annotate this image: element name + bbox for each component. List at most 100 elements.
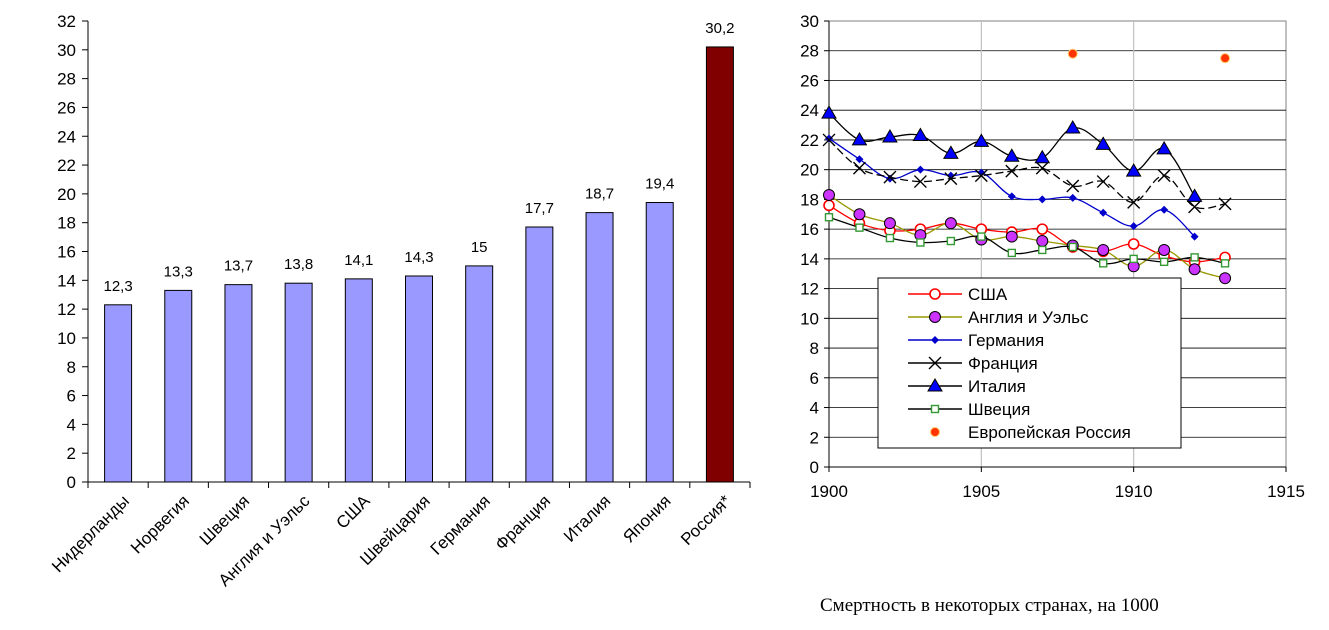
line-x-tick-label: 1910 [1115,482,1153,501]
bar [104,304,133,483]
point-marker [882,128,898,143]
legend-item: США [908,285,1008,304]
bar-data-label: 17,7 [525,200,554,217]
point-marker [1218,197,1232,211]
bar [585,212,614,483]
line-y-tick-label: 18 [800,190,819,209]
point-marker [852,161,866,175]
point-marker [913,175,927,189]
bar-category-label: США [332,491,374,533]
bar-y-tick-label: 30 [57,41,76,60]
legend-label: Италия [968,377,1026,396]
point-marker [851,131,868,146]
point-marker [1007,248,1016,258]
point-marker [1035,161,1049,175]
line-y-tick-label: 16 [800,220,819,239]
point-marker [1007,192,1016,201]
point-marker [916,165,925,174]
bar [705,46,734,483]
point-marker [855,155,864,164]
bar-y-tick-label: 28 [57,70,76,89]
point-marker [1098,259,1108,268]
point-marker [944,217,957,230]
point-marker [1125,163,1142,177]
line-y-tick-label: 6 [810,369,819,388]
series-line [828,139,1226,210]
bar-y-tick-label: 14 [57,271,76,290]
point-marker [1188,263,1201,276]
series-square-green [824,213,1230,268]
legend-label: Европейская Россия [968,423,1131,442]
bar-y-tick-label: 8 [67,358,76,377]
point-marker [1156,140,1173,155]
bar-data-label: 18,7 [585,186,614,203]
bar [284,282,313,483]
point-marker [977,232,986,241]
point-marker [824,213,834,222]
line-y-tick-label: 2 [810,428,819,447]
point-marker [1159,257,1169,267]
bar-data-label: 13,7 [224,258,253,275]
point-marker [929,311,941,323]
point-marker [1068,242,1077,252]
bar-y-tick-label: 32 [57,12,76,31]
point-marker [977,168,986,177]
bar-y-tick-label: 12 [57,300,76,319]
point-marker [942,145,959,159]
bar-y-tick-label: 16 [57,243,76,262]
bar-y-tick-label: 24 [57,127,76,146]
line-x-tick-label: 1915 [1267,482,1305,501]
point-marker [1066,179,1080,193]
line-x-tick-label: 1905 [962,482,1000,501]
point-marker [883,170,897,184]
bar-data-label: 14,1 [344,252,373,269]
point-marker [825,134,833,143]
bar-chart: 0246810121416182022242628303212,3Нидерла… [48,12,751,590]
legend-item: Европейская Россия [930,423,1131,442]
legend: США Англия и Уэльс Германия Франция Италия Шв… [877,277,1182,449]
bar-y-tick-label: 22 [57,156,76,175]
bar [645,202,674,483]
bar-data-label: 14,3 [404,249,433,266]
series-diamond [825,134,1199,241]
line-y-tick-label: 0 [810,458,819,477]
legend-label: США [968,285,1008,304]
bar-category-label: Норвегия [127,491,193,557]
bar-category-label: Франция [491,491,554,554]
point-marker [916,238,925,247]
bar-y-tick-label: 4 [67,415,76,434]
line-y-tick-label: 22 [800,131,819,150]
point-marker [1127,238,1140,250]
bar-category-label: Швеция [196,491,254,549]
point-marker [883,217,896,230]
bar-y-tick-label: 6 [67,387,76,406]
point-marker [1219,272,1232,285]
point-marker [929,288,941,300]
point-marker [1190,253,1199,262]
point-marker [944,172,958,186]
point-marker [885,174,894,183]
point-marker [1190,232,1199,241]
chart-caption: Смертность в некоторых странах, на 1000 [820,595,1159,616]
point-marker [931,336,939,344]
point-marker [1038,245,1047,255]
legend-label: Франция [968,354,1038,373]
line-y-tick-label: 12 [800,280,819,299]
point-marker [1005,164,1019,178]
point-marker [930,427,940,437]
bar-data-label: 13,8 [284,256,313,273]
point-marker [1034,149,1051,164]
bar-data-label: 12,3 [103,278,132,295]
bar-y-tick-label: 10 [57,329,76,348]
line-y-tick-label: 10 [800,309,819,328]
point-marker [1005,230,1018,243]
bar [344,278,373,483]
legend-item: Франция [908,354,1038,373]
series-triangle [821,105,1203,202]
line-y-tick-label: 30 [800,12,819,31]
point-marker [1038,195,1047,204]
bar [405,275,433,483]
line-y-tick-label: 14 [800,250,819,269]
line-x-tick-label: 1900 [810,482,848,501]
